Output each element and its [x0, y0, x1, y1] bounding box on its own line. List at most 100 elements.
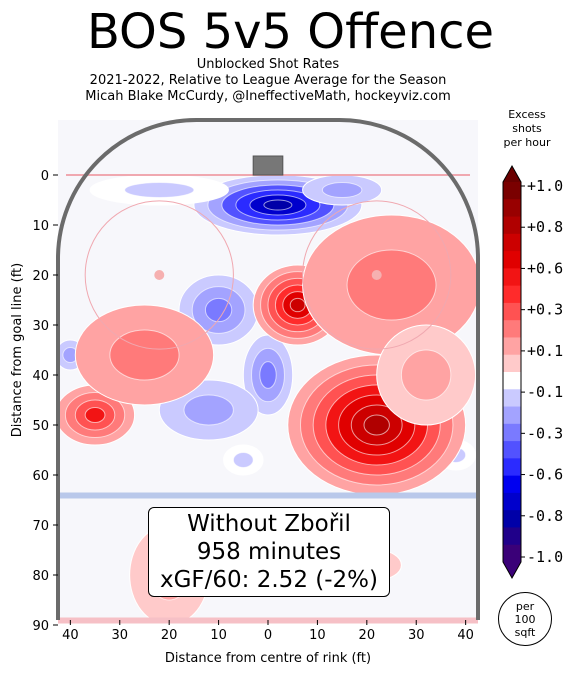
contour-level [232, 452, 254, 468]
colorbar: +1.0 +0.8 +0.6 +0.3 +0.1 -0.1 -0.3 -0.6 -0.8 -1.0 [502, 164, 563, 580]
x-tick-label: 0 [264, 628, 272, 643]
y-tick-label: 90 [32, 619, 49, 634]
per-sqft-line: per [515, 599, 535, 613]
colorbar-tick-label: +0.1 [527, 342, 563, 360]
colorbar-swatch [503, 510, 521, 528]
per-sqft-line: sqft [514, 625, 536, 639]
colorbar-swatch [503, 268, 521, 287]
contour-level [321, 182, 363, 198]
contour-level [84, 407, 106, 423]
y-tick-label: 10 [32, 219, 49, 234]
colorbar-swatch [503, 544, 521, 563]
colorbar-tick-label: +0.6 [527, 259, 563, 277]
contour-level [263, 199, 293, 211]
colorbar-swatch [503, 285, 521, 304]
colorbar-max-arrow [503, 166, 521, 182]
colorbar-swatch [503, 216, 521, 235]
colorbar-swatch [503, 441, 521, 459]
colorbar-label-line: shots [512, 122, 542, 135]
y-tick-label: 80 [32, 569, 49, 584]
colorbar-tick-label: -0.1 [527, 383, 563, 401]
heatmap-region [302, 174, 383, 206]
contour-level [400, 349, 452, 401]
contour-level [204, 297, 233, 323]
faceoff-dot [154, 270, 165, 280]
colorbar-swatch [503, 251, 521, 269]
colorbar-swatch [503, 182, 521, 200]
y-tick-label: 70 [32, 519, 49, 534]
colorbar-swatch [503, 320, 521, 338]
annotation-box: Without Zbořil 958 minutes xGF/60: 2.52 … [148, 507, 390, 597]
colorbar-swatch [503, 354, 521, 373]
faceoff-circle [302, 200, 452, 350]
x-tick-label: 10 [309, 628, 326, 643]
blue-line [58, 492, 478, 499]
colorbar-tick-label: -0.8 [527, 507, 563, 525]
colorbar-label: Excess shots per hour [496, 108, 558, 150]
colorbar-tick-label: -1.0 [527, 548, 563, 566]
x-tick-label: 40 [457, 628, 474, 643]
x-tick-label: 20 [161, 628, 178, 643]
colorbar-swatch [503, 527, 521, 546]
colorbar-tick-label: -0.3 [527, 424, 563, 442]
x-axis-ticks: 40 30 20 10 0 10 20 30 40 [62, 620, 474, 643]
chart-title: BOS 5v5 Offence [86, 4, 495, 60]
y-tick-label: 40 [32, 369, 49, 384]
y-tick-label: 0 [41, 169, 49, 184]
x-axis-label: Distance from centre of rink (ft) [165, 651, 371, 666]
subtitle-line-2: 2021-2022, Relative to League Average fo… [89, 73, 447, 88]
faceoff-dot [371, 270, 382, 280]
colorbar-swatch [503, 458, 521, 477]
colorbar-tick-label: +1.0 [527, 177, 563, 195]
colorbar-swatch [503, 337, 521, 356]
per-sqft-badge: per 100 sqft [498, 592, 552, 646]
annotation-xgf: xGF/60: 2.52 (-2%) [160, 567, 378, 593]
faceoff-circle [84, 200, 234, 350]
colorbar-min-arrow [503, 562, 521, 578]
x-tick-label: 20 [359, 628, 376, 643]
colorbar-swatch [503, 475, 521, 494]
colorbar-swatch [503, 389, 521, 408]
colorbar-swatch [503, 406, 521, 425]
y-tick-label: 20 [32, 269, 49, 284]
contour-level [346, 249, 437, 321]
contour-level [259, 361, 277, 389]
colorbar-tick-label: +0.3 [527, 301, 563, 319]
heatmap-region [89, 174, 229, 206]
colorbar-swatch [503, 302, 521, 321]
heatmap-region [74, 304, 215, 406]
contour-level [183, 394, 234, 426]
heatmap-region [376, 324, 477, 426]
x-tick-label: 10 [210, 628, 227, 643]
x-tick-label: 40 [62, 628, 79, 643]
contour-level [109, 329, 180, 381]
rink-boards [56, 118, 480, 620]
colorbar-swatch [503, 423, 521, 442]
y-tick-label: 30 [32, 319, 49, 334]
heatmap-region [223, 444, 264, 476]
colorbar-outline [502, 164, 522, 580]
contour-level [289, 297, 306, 313]
heatmap-region [178, 274, 259, 346]
y-axis-label: Distance from goal line (ft) [10, 263, 25, 437]
x-tick-label: 30 [111, 628, 128, 643]
goal-net [252, 155, 284, 176]
colorbar-swatch [503, 372, 521, 390]
colorbar-swatch [503, 492, 521, 511]
annotation-player: Without Zbořil [187, 511, 351, 537]
y-axis-ticks: 0 10 20 30 40 50 60 70 80 90 [32, 169, 58, 634]
heatmap-region [242, 334, 294, 416]
colorbar-swatch [503, 199, 521, 218]
x-tick-label: 30 [408, 628, 425, 643]
colorbar-tick-label: +0.8 [527, 218, 563, 236]
subtitle-line-1: Unblocked Shot Rates [196, 57, 340, 72]
colorbar-tick-label: -0.6 [527, 466, 563, 484]
colorbar-swatch [503, 233, 521, 252]
subtitle-line-3: Micah Blake McCurdy, @IneffectiveMath, h… [85, 89, 451, 104]
y-tick-label: 60 [32, 469, 49, 484]
per-sqft-line: 100 [514, 612, 536, 626]
colorbar-label-line: Excess [508, 108, 546, 121]
contour-level [363, 414, 390, 436]
contour-level [124, 182, 195, 198]
y-tick-label: 50 [32, 419, 49, 434]
